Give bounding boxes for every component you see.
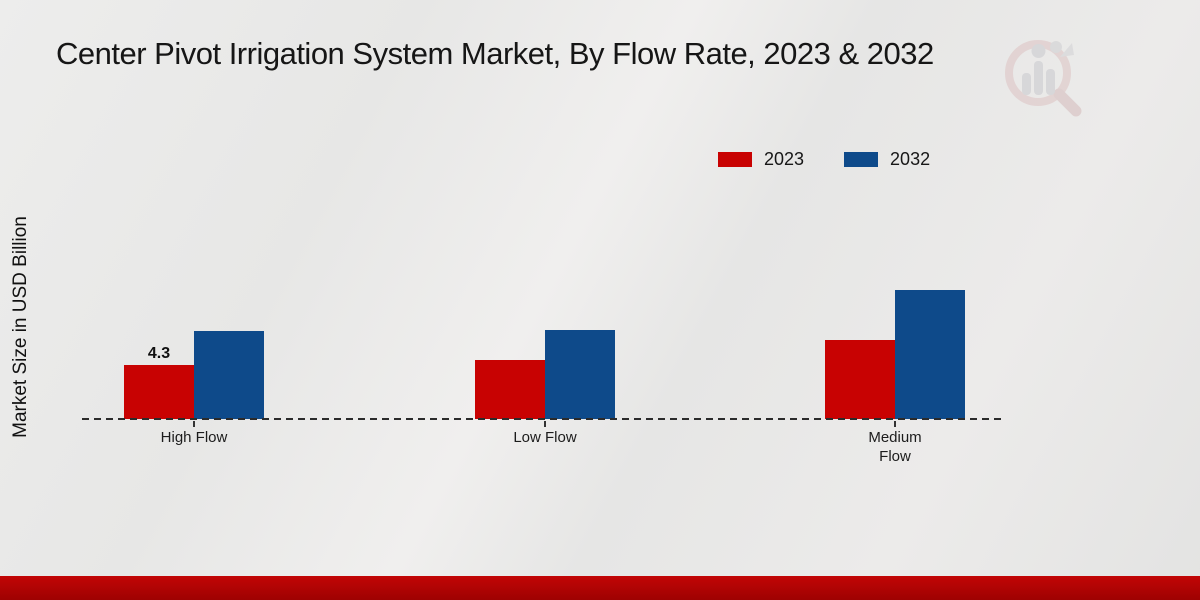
legend-swatch-2032: [844, 152, 879, 167]
plot-area: 4.3 High Flow Low Flow Medium Flow: [82, 119, 1005, 465]
legend-item-2032: 2032: [844, 149, 930, 170]
x-axis-baseline: [82, 418, 1005, 420]
legend-label-2023: 2023: [764, 149, 805, 169]
bar-2023-medium-flow: [825, 340, 895, 419]
axis-tick: [544, 421, 546, 427]
bar-2023-low-flow: [475, 360, 545, 419]
bar-2032-low-flow: [545, 330, 615, 419]
axis-tick: [894, 421, 896, 427]
bar-2032-high-flow: [194, 331, 264, 419]
chart-title: Center Pivot Irrigation System Market, B…: [56, 36, 934, 71]
category-label-low-flow: Low Flow: [513, 429, 577, 446]
category-label-medium-flow: Medium Flow: [868, 429, 922, 465]
legend-swatch-2023: [718, 152, 752, 167]
legend-label-2032: 2032: [890, 149, 931, 169]
magnifier-bar-chart-logo-icon: [1005, 40, 1082, 117]
y-axis-label: Market Size in USD Billion: [10, 216, 31, 438]
footer-red-stripe: [0, 576, 1200, 600]
bar-2032-medium-flow: [895, 290, 965, 419]
bar-2023-high-flow: [124, 365, 194, 419]
legend: 2023 2032: [718, 149, 930, 170]
category-label-high-flow: High Flow: [160, 429, 228, 446]
axis-tick: [193, 421, 195, 427]
bar-value-label: 4.3: [147, 345, 171, 362]
legend-item-2023: 2023: [718, 149, 804, 170]
